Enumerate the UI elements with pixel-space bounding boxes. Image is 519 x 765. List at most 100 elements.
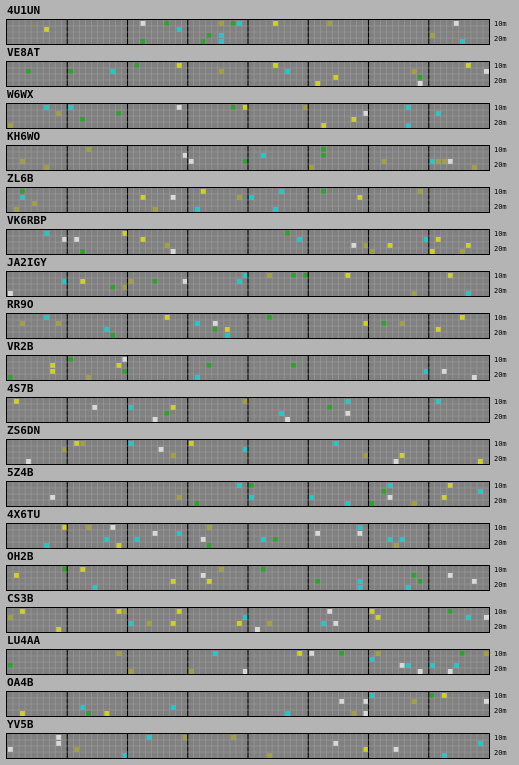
reception-spot: [170, 195, 176, 200]
reception-spot: [345, 399, 351, 404]
reception-spot: [315, 81, 321, 86]
band-label-20m: 20m: [494, 623, 507, 631]
reception-spot: [459, 249, 465, 254]
reception-spot: [321, 147, 327, 152]
reception-spot: [86, 711, 92, 716]
reception-spot: [170, 579, 176, 584]
reception-spot: [242, 669, 248, 674]
reception-spot: [242, 159, 248, 164]
band-label-10m: 10m: [494, 104, 507, 112]
reception-spot: [32, 201, 38, 206]
reception-spot: [273, 207, 279, 212]
reception-spot: [194, 321, 200, 326]
reception-spot: [387, 537, 393, 542]
reception-grid: [6, 61, 490, 87]
reception-spot: [164, 243, 170, 248]
reception-spot: [62, 237, 68, 242]
reception-spot: [176, 609, 182, 614]
beacon-row: VK6RBP 10m 20m: [0, 214, 519, 256]
reception-spot: [176, 495, 182, 500]
reception-spot: [291, 273, 297, 278]
reception-spot: [14, 399, 20, 404]
reception-spot: [182, 735, 188, 740]
reception-spot: [176, 105, 182, 110]
reception-spot: [369, 249, 375, 254]
reception-spot: [417, 81, 423, 86]
reception-spot: [200, 189, 206, 194]
reception-spot: [80, 249, 86, 254]
beacon-row: OA4B 10m 20m: [0, 676, 519, 718]
band-label-10m: 10m: [494, 734, 507, 742]
beacon-row: 4S7B 10m 20m: [0, 382, 519, 424]
reception-spot: [465, 63, 471, 68]
band-label-20m: 20m: [494, 119, 507, 127]
reception-spot: [170, 705, 176, 710]
reception-spot: [140, 21, 146, 26]
reception-spot: [104, 327, 110, 332]
reception-grid: [6, 397, 490, 423]
reception-spot: [339, 699, 345, 704]
reception-spot: [375, 615, 381, 620]
reception-spot: [441, 495, 447, 500]
reception-spot: [333, 621, 339, 626]
reception-spot: [429, 159, 435, 164]
reception-spot: [267, 273, 273, 278]
band-label-20m: 20m: [494, 371, 507, 379]
reception-spot: [435, 159, 441, 164]
reception-spot: [110, 69, 116, 74]
reception-spot: [429, 249, 435, 254]
reception-spot: [140, 39, 146, 44]
reception-spot: [261, 537, 267, 542]
reception-grid: [6, 103, 490, 129]
beacon-callsign: CS3B: [7, 592, 34, 605]
reception-spot: [128, 441, 134, 446]
reception-spot: [405, 585, 411, 590]
reception-grid: [6, 187, 490, 213]
reception-grid: [6, 271, 490, 297]
reception-spot: [447, 483, 453, 488]
reception-spot: [423, 369, 429, 374]
beacon-row: W6WX 10m 20m: [0, 88, 519, 130]
reception-spot: [164, 411, 170, 416]
reception-spot: [92, 405, 98, 410]
reception-spot: [218, 69, 224, 74]
reception-spot: [26, 459, 32, 464]
reception-spot: [249, 195, 255, 200]
beacon-callsign: 4X6TU: [7, 508, 41, 521]
beacon-callsign: VK6RBP: [7, 214, 47, 227]
reception-spot: [483, 651, 489, 656]
reception-spot: [242, 105, 248, 110]
reception-spot: [381, 159, 387, 164]
reception-grid: [6, 145, 490, 171]
reception-spot: [200, 39, 206, 44]
reception-spot: [333, 741, 339, 746]
reception-spot: [363, 243, 369, 248]
reception-spot: [188, 441, 194, 446]
band-label-10m: 10m: [494, 62, 507, 70]
reception-spot: [357, 195, 363, 200]
beacon-callsign: ZS6DN: [7, 424, 41, 437]
reception-spot: [375, 651, 381, 656]
reception-spot: [465, 615, 471, 620]
beacon-row: 5Z4B 10m 20m: [0, 466, 519, 508]
reception-spot: [435, 327, 441, 332]
reception-spot: [176, 531, 182, 536]
reception-spot: [122, 357, 128, 362]
reception-spot: [393, 747, 399, 752]
reception-spot: [483, 69, 489, 74]
reception-spot: [8, 663, 14, 668]
reception-spot: [477, 489, 483, 494]
reception-spot: [242, 273, 248, 278]
reception-spot: [110, 525, 116, 530]
reception-spot: [435, 111, 441, 116]
reception-spot: [20, 159, 26, 164]
reception-spot: [369, 657, 375, 662]
reception-spot: [351, 117, 357, 122]
band-label-20m: 20m: [494, 35, 507, 43]
reception-spot: [230, 21, 236, 26]
reception-spot: [333, 441, 339, 446]
reception-spot: [20, 711, 26, 716]
reception-spot: [122, 369, 128, 374]
reception-spot: [116, 543, 122, 548]
reception-spot: [405, 105, 411, 110]
